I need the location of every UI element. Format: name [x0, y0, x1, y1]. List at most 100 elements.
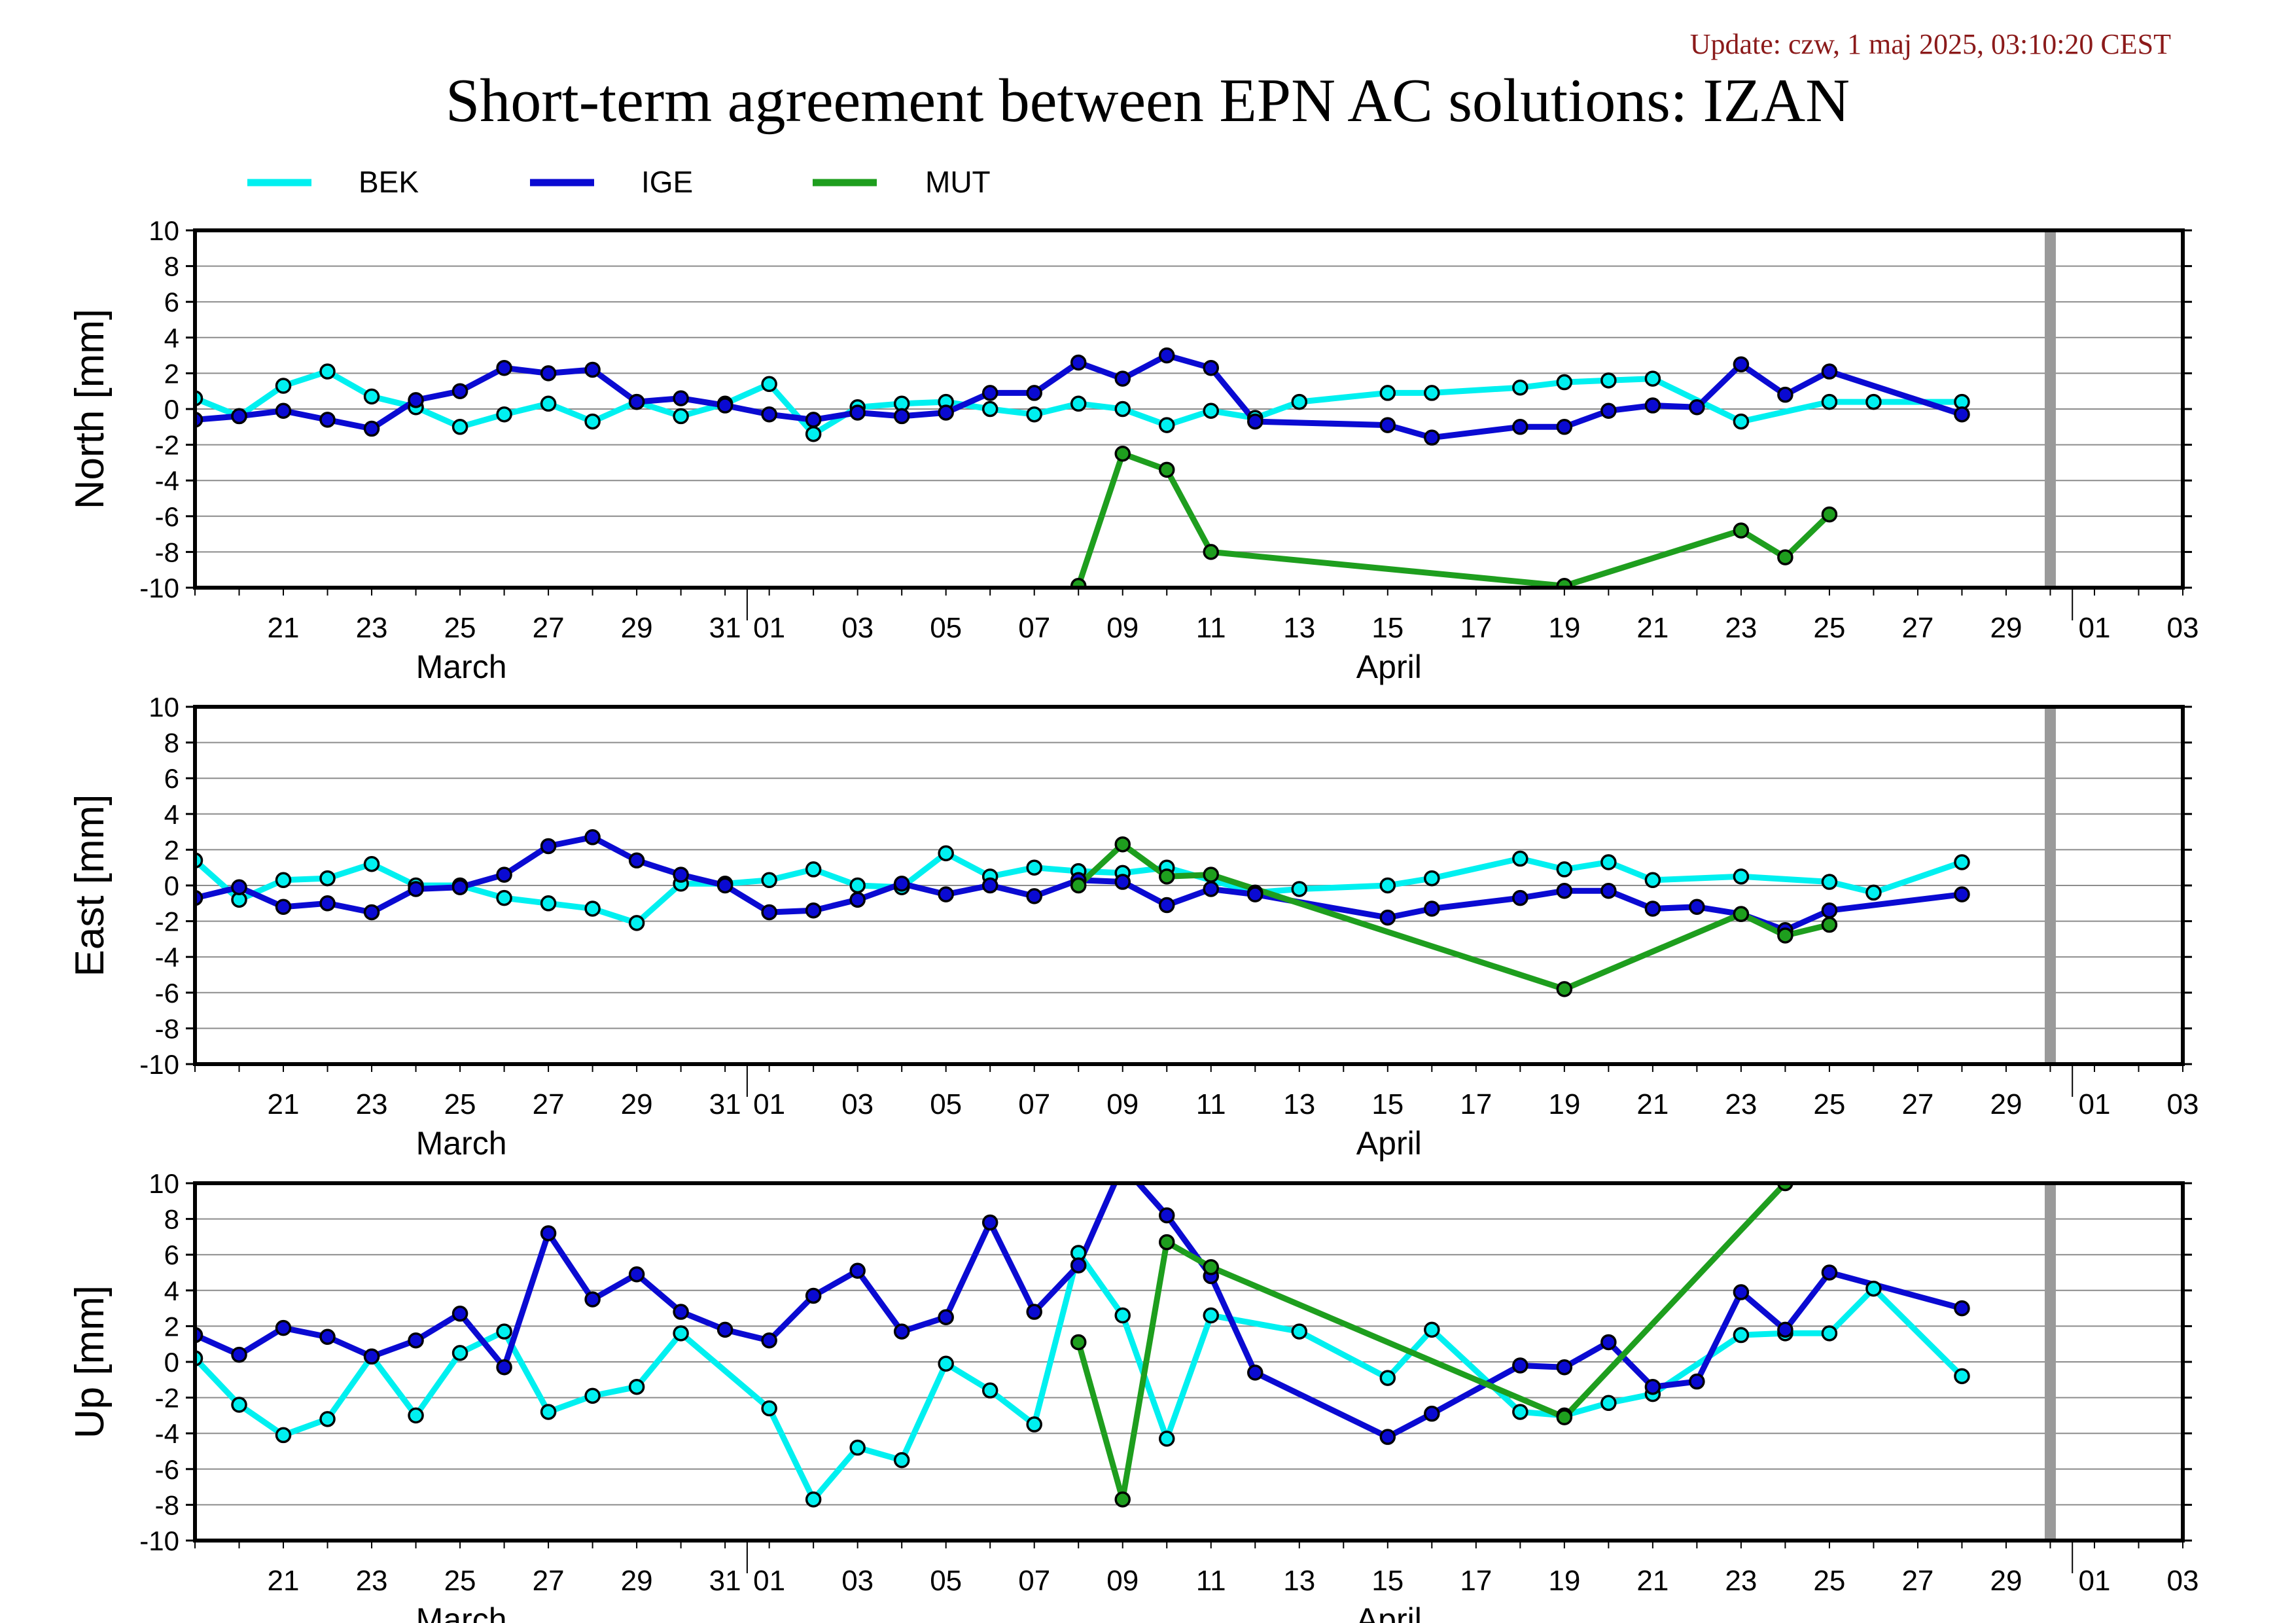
- data-point-bek: [451, 1345, 468, 1361]
- series-line-mut: [1075, 450, 1832, 588]
- data-point-mut: [1777, 549, 1793, 565]
- y-tick-label: 4: [164, 1275, 179, 1306]
- data-point-mut: [1114, 1491, 1131, 1508]
- data-point-ige: [1600, 882, 1617, 899]
- data-point-bek: [1821, 1325, 1838, 1342]
- data-point-bek: [1512, 850, 1528, 867]
- data-point-bek: [1424, 870, 1440, 887]
- data-point-mut: [1203, 1259, 1220, 1275]
- data-point-bek: [1026, 1416, 1042, 1433]
- data-point-ige: [1424, 901, 1440, 917]
- x-tick-label: 01: [2079, 1565, 2111, 1597]
- x-tick-label: 13: [1283, 612, 1315, 644]
- data-point-bek: [1821, 874, 1838, 890]
- y-tick-label: 4: [164, 799, 179, 830]
- data-point-ige: [1689, 399, 1705, 416]
- x-tick-label: 11: [1196, 1565, 1226, 1597]
- data-point-ige: [408, 392, 424, 408]
- data-point-bek: [1600, 854, 1617, 870]
- x-tick-label: 23: [356, 612, 388, 644]
- data-point-ige: [1821, 1264, 1838, 1281]
- x-tick-label: 29: [1990, 612, 2022, 644]
- data-point-ige: [1644, 397, 1661, 414]
- month-label: April: [1356, 1125, 1422, 1162]
- data-point-bek: [496, 889, 512, 906]
- data-point-bek: [1291, 393, 1308, 410]
- data-point-ige: [1247, 1364, 1263, 1381]
- y-tick-label: -2: [155, 430, 179, 461]
- y-tick-label: 4: [164, 323, 179, 353]
- data-point-bek: [1291, 881, 1308, 897]
- data-point-bek: [805, 425, 822, 442]
- data-point-bek: [673, 1325, 689, 1342]
- data-point-ige: [231, 1346, 247, 1363]
- x-tick-label: 03: [841, 1088, 874, 1120]
- data-point-ige: [1158, 1207, 1175, 1224]
- data-point-bek: [231, 1397, 247, 1413]
- y-tick-label: 0: [164, 394, 179, 425]
- data-point-ige: [893, 408, 910, 425]
- data-point-ige: [1026, 1304, 1042, 1320]
- legend-item-bek: BEK: [247, 165, 419, 199]
- legend-label-ige: IGE: [641, 165, 693, 199]
- data-point-ige: [540, 838, 557, 855]
- data-point-ige: [584, 829, 601, 846]
- data-point-bek: [1512, 1404, 1528, 1420]
- data-point-ige: [231, 879, 247, 895]
- data-point-ige: [1689, 1373, 1705, 1390]
- data-point-ige: [496, 866, 512, 883]
- x-tick-label: 31: [709, 1088, 741, 1120]
- data-point-bek: [1865, 884, 1882, 901]
- data-point-bek: [761, 376, 777, 393]
- data-point-ige: [1733, 356, 1750, 372]
- y-tick-label: 6: [164, 287, 179, 317]
- x-tick-label: 31: [709, 1565, 741, 1597]
- y-tick-label: 10: [149, 1168, 179, 1199]
- data-point-ige: [1424, 1405, 1440, 1422]
- x-tick-label: 25: [1813, 1565, 1845, 1597]
- x-tick-label: 09: [1106, 1088, 1139, 1120]
- data-point-mut: [1070, 1334, 1087, 1351]
- data-point-bek: [849, 1439, 866, 1456]
- y-tick-label: -2: [155, 906, 179, 937]
- data-point-bek: [319, 1411, 336, 1427]
- data-point-ige: [761, 904, 777, 921]
- data-point-ige: [408, 881, 424, 897]
- data-point-ige: [628, 1266, 645, 1283]
- data-point-bek: [1954, 854, 1970, 870]
- data-point-mut: [1158, 461, 1175, 478]
- data-point-ige: [275, 402, 292, 419]
- x-tick-label: 29: [621, 612, 653, 644]
- y-tick-label: -2: [155, 1383, 179, 1414]
- data-point-bek: [805, 861, 822, 878]
- x-tick-label: 27: [533, 1088, 565, 1120]
- data-point-mut: [1821, 916, 1838, 933]
- data-point-mut: [1733, 522, 1750, 539]
- data-point-bek: [1379, 1370, 1396, 1386]
- data-point-ige: [673, 390, 689, 406]
- x-tick-label: 21: [1636, 612, 1669, 644]
- x-tick-label: 27: [1901, 612, 1934, 644]
- x-tick-label: 01: [753, 1088, 785, 1120]
- data-point-ige: [1424, 429, 1440, 446]
- y-tick-label: -6: [155, 1454, 179, 1485]
- data-point-ige: [408, 1332, 424, 1349]
- data-point-ige: [1954, 406, 1970, 423]
- data-point-mut: [1733, 906, 1750, 922]
- x-tick-label: 21: [1636, 1565, 1669, 1597]
- data-point-bek: [628, 1378, 645, 1395]
- up-panel: 10 8 6 4 2 0 -2 -4 -6 -8 -10 21 23 25 27 29 31 01 03 05 07 09…: [67, 1168, 2199, 1623]
- x-tick-label: 27: [1901, 1565, 1934, 1597]
- y-tick-label: 0: [164, 870, 179, 901]
- data-point-ige: [1203, 359, 1220, 376]
- y-tick-label: 10: [149, 215, 179, 246]
- data-point-bek: [1203, 1307, 1220, 1324]
- x-tick-label: 23: [356, 1088, 388, 1120]
- data-point-bek: [1821, 393, 1838, 410]
- x-tick-label: 01: [2079, 612, 2111, 644]
- data-point-bek: [1600, 1395, 1617, 1412]
- x-tick-label: 25: [1813, 612, 1845, 644]
- east-panel: 10 8 6 4 2 0 -2 -4 -6 -8 -10 21 23 25 27 29 31 01 03 05 07 09…: [67, 692, 2199, 1162]
- data-point-ige: [496, 1359, 512, 1376]
- x-tick-label: 25: [444, 1088, 476, 1120]
